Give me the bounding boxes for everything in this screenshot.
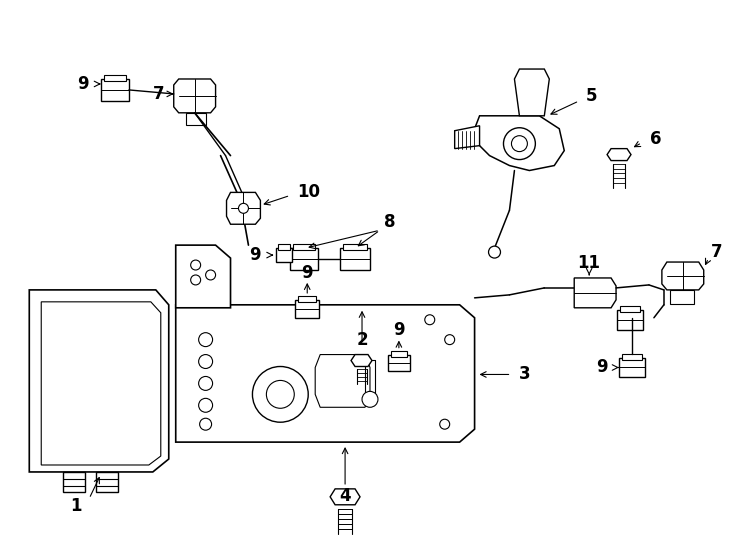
Circle shape [199,399,213,412]
Polygon shape [607,148,631,160]
Circle shape [425,315,435,325]
Circle shape [206,270,216,280]
Circle shape [239,204,248,213]
Polygon shape [351,355,372,367]
Circle shape [512,136,528,152]
Bar [104,75,126,81]
Text: 5: 5 [586,87,597,105]
Circle shape [266,380,294,408]
Bar [186,113,206,125]
Circle shape [191,260,200,270]
Circle shape [489,246,501,258]
Bar [290,248,318,270]
Circle shape [199,355,213,368]
Polygon shape [515,69,549,116]
Text: 4: 4 [339,487,351,505]
Bar [617,310,643,330]
Polygon shape [315,355,370,407]
Polygon shape [475,116,564,171]
Circle shape [199,333,213,347]
Bar [391,350,407,356]
Circle shape [252,367,308,422]
Circle shape [199,376,213,390]
Bar [343,244,367,250]
Bar [278,244,290,250]
Bar [295,300,319,318]
Circle shape [200,418,211,430]
Text: 1: 1 [70,497,82,515]
Circle shape [445,335,454,345]
Text: 9: 9 [302,264,313,282]
Bar [63,472,85,492]
Text: 9: 9 [393,321,404,339]
Bar [96,472,118,492]
Polygon shape [574,278,616,308]
Circle shape [440,419,450,429]
Text: 11: 11 [578,254,600,272]
Text: 10: 10 [297,184,320,201]
Bar [619,357,645,377]
Polygon shape [29,290,169,472]
Bar [620,306,640,312]
Text: 7: 7 [153,85,164,103]
Circle shape [504,128,535,160]
Polygon shape [454,126,479,148]
Polygon shape [227,192,261,224]
Bar [670,290,694,304]
Polygon shape [174,79,216,113]
Circle shape [191,275,200,285]
Bar [622,354,642,360]
Text: 6: 6 [650,130,661,147]
Polygon shape [662,262,704,290]
Polygon shape [175,245,230,308]
Text: 7: 7 [711,243,722,261]
Polygon shape [330,489,360,505]
Text: 2: 2 [356,330,368,349]
Bar [298,296,316,302]
Text: 8: 8 [384,213,396,231]
Bar [340,248,370,270]
Text: 9: 9 [250,246,261,264]
Text: 3: 3 [519,366,530,383]
Text: 9: 9 [596,359,608,376]
Polygon shape [41,302,161,465]
Bar [388,355,410,372]
Text: 9: 9 [77,75,89,93]
Circle shape [362,392,378,407]
Bar [101,79,129,101]
Bar [276,248,292,262]
Polygon shape [175,305,475,442]
Bar [294,244,315,250]
